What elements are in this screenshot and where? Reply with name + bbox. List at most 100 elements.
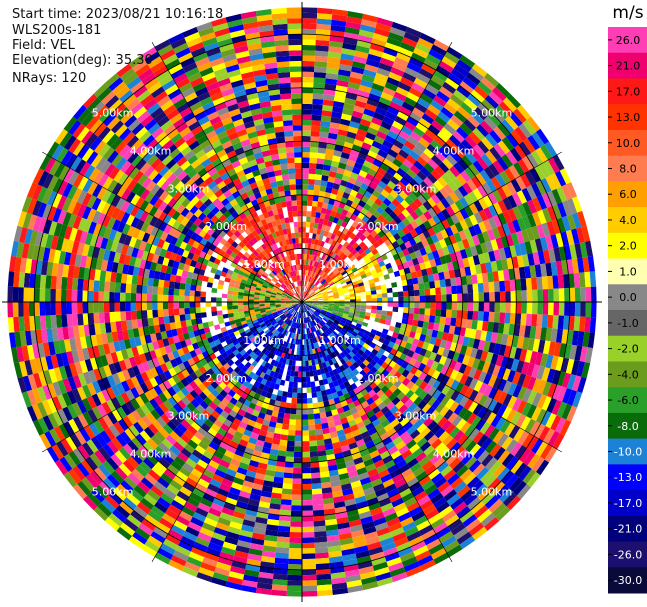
radar-bin (308, 271, 312, 277)
radar-bin (417, 320, 424, 328)
radar-bin (310, 284, 315, 289)
radar-bin (311, 238, 316, 245)
radar-bin (323, 254, 329, 261)
radar-bin (382, 297, 388, 302)
radar-bin (304, 253, 307, 260)
radar-bin (459, 384, 470, 396)
radar-bin (443, 409, 454, 420)
radar-bin (375, 154, 385, 163)
radar-bin (545, 175, 557, 191)
radar-bin (336, 230, 343, 237)
radar-bin (339, 304, 345, 307)
radar-bin (332, 155, 341, 163)
radar-bin (427, 217, 437, 227)
radar-bin (109, 291, 115, 302)
radar-bin (451, 293, 458, 302)
radar-bin (302, 125, 312, 131)
radar-bin (317, 444, 326, 452)
radar-bin (384, 206, 393, 215)
radar-bin (472, 234, 481, 246)
radar-bin (448, 269, 456, 279)
radar-bin (347, 345, 354, 352)
radar-bin (306, 216, 311, 223)
radar-bin (355, 45, 370, 54)
radar-bin (377, 222, 386, 231)
radar-bin (454, 326, 461, 336)
radar-bin (339, 268, 346, 274)
radar-bin (497, 122, 511, 137)
radar-bin (419, 295, 426, 302)
radar-bin (232, 302, 238, 306)
radar-bin (402, 248, 410, 257)
radar-bin (200, 291, 207, 297)
radar-bin (529, 326, 537, 339)
radar-bin (510, 130, 523, 145)
radar-bin (532, 211, 542, 226)
radar-bin (450, 224, 459, 235)
radar-bin (286, 337, 291, 343)
radar-bin (309, 260, 314, 266)
radar-bin (323, 164, 331, 171)
radar-bin (317, 257, 322, 263)
radar-bin (320, 180, 328, 187)
radar-bin (536, 314, 543, 328)
radar-bin (302, 473, 312, 479)
radar-bin (12, 286, 19, 302)
radar-bin (361, 113, 373, 122)
radar-bin (319, 412, 327, 419)
radar-bin (307, 184, 315, 191)
radar-bin (417, 399, 427, 410)
radar-bin (527, 338, 535, 351)
radar-bin (327, 263, 333, 269)
radar-bin (355, 245, 362, 252)
radar-bin (312, 303, 318, 305)
radar-bin (488, 281, 495, 293)
radar-bin (302, 221, 307, 228)
radar-bin (389, 101, 402, 112)
radar-bin (531, 225, 540, 240)
radar-bin (547, 314, 554, 329)
radar-bin (513, 427, 525, 443)
radar-bin (397, 366, 406, 375)
radar-bin (497, 378, 508, 392)
radar-bin (341, 270, 347, 276)
radar-bin (484, 166, 496, 180)
radar-bin (358, 169, 368, 178)
radar-bin (440, 365, 449, 375)
radar-bin (392, 158, 403, 168)
radar-bin (307, 303, 313, 305)
radar-bin (334, 90, 347, 98)
radar-bin (200, 307, 207, 313)
radar-bin (309, 249, 314, 255)
radar-bin (377, 167, 387, 177)
radar-bin (312, 272, 317, 279)
radar-bin (345, 339, 352, 345)
radar-bin (437, 248, 445, 258)
radar-bin (358, 199, 367, 208)
radar-bin (435, 65, 451, 78)
radar-bin (405, 324, 412, 332)
radar-bin (512, 397, 523, 412)
radar-bin (590, 286, 597, 302)
radar-bin (370, 309, 377, 314)
radar-bin (550, 328, 558, 343)
radar-bin (372, 241, 380, 249)
radar-bin (364, 258, 372, 265)
radar-bin (98, 280, 105, 292)
radar-bin (464, 424, 476, 437)
radar-bin (332, 106, 344, 114)
radar-bin (369, 145, 380, 154)
radar-bin (342, 315, 348, 320)
radar-bin (317, 223, 323, 230)
radar-bin (400, 395, 410, 405)
radar-bin (459, 395, 469, 407)
radar-bin (179, 308, 185, 315)
radar-bin (309, 435, 317, 442)
radar-bin (395, 322, 402, 329)
radar-bin (531, 182, 542, 198)
radar-bin (381, 218, 390, 227)
radar-bin (328, 280, 334, 285)
radar-bin (291, 505, 302, 511)
radar-bin (542, 381, 552, 397)
radar-bin (426, 328, 433, 337)
